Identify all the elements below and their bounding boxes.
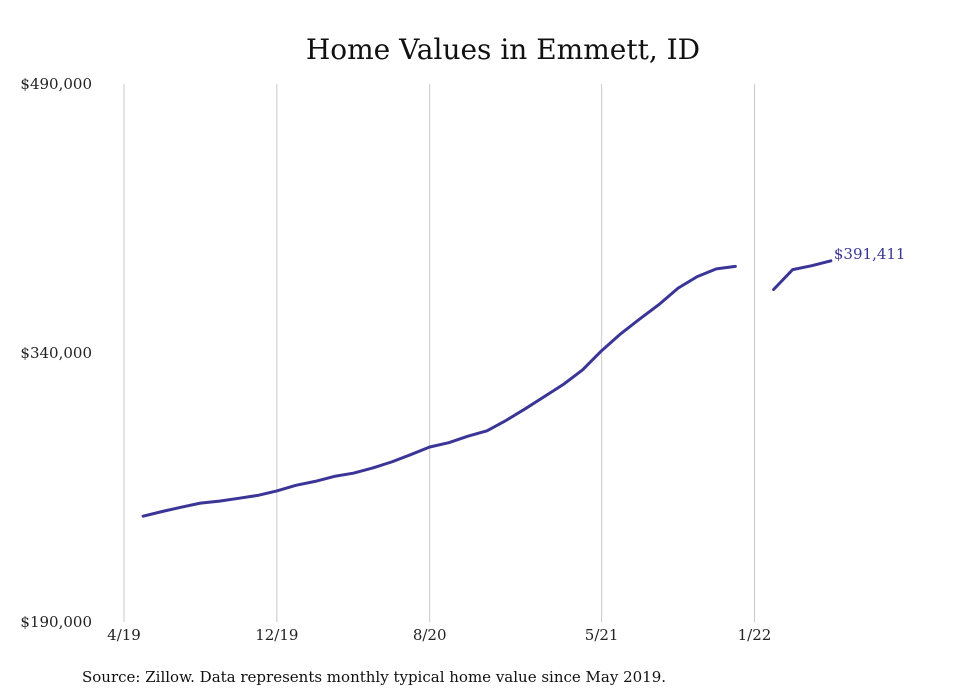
chart-title: Home Values in Emmett, ID	[306, 33, 700, 66]
gridlines	[123, 84, 755, 622]
series	[141, 259, 833, 518]
x-axis-tick-labels: 4/19 12/19 8/20 5/21 1/22	[107, 626, 771, 644]
y-tick-label: $190,000	[20, 613, 92, 631]
y-axis-tick-labels: $190,000 $340,000 $490,000	[20, 75, 92, 631]
x-tick-label: 5/21	[585, 626, 619, 644]
x-tick-label: 4/19	[107, 626, 141, 644]
x-tick-label: 1/22	[738, 626, 772, 644]
x-tick-label: 12/19	[255, 626, 298, 644]
series-line-segment	[772, 259, 833, 291]
y-tick-label: $340,000	[20, 344, 92, 362]
series-line-segment	[141, 264, 737, 518]
source-note: Source: Zillow. Data represents monthly …	[82, 668, 666, 686]
y-tick-label: $490,000	[20, 75, 92, 93]
end-value-label: $391,411	[834, 245, 906, 263]
x-tick-label: 8/20	[413, 626, 447, 644]
